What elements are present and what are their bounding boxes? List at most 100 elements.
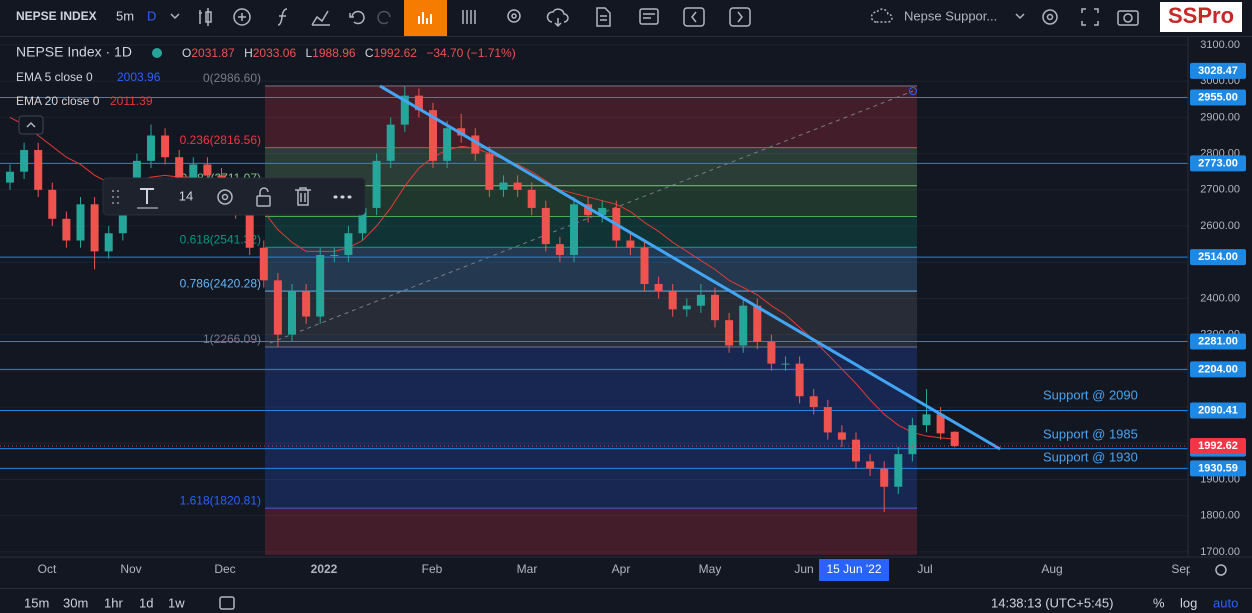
candle-body: [77, 204, 85, 240]
annotation: Support @ 1985: [1043, 426, 1138, 441]
collapse-button[interactable]: [19, 116, 43, 134]
fib-label: 1.618(1820.81): [180, 493, 261, 507]
symbol[interactable]: NEPSE INDEX: [16, 9, 97, 23]
range-button[interactable]: 1w: [168, 595, 185, 610]
logo: SSPro: [1168, 3, 1234, 28]
interval-active[interactable]: D: [147, 8, 156, 23]
candle-body: [782, 364, 790, 365]
candle-body: [951, 432, 959, 446]
indicator-name[interactable]: EMA 20 close 0: [16, 94, 100, 108]
layout-name[interactable]: Nepse Suppor...: [904, 8, 997, 23]
candle-body: [542, 208, 550, 244]
axis-corner: [1190, 558, 1252, 586]
x-tick-label: Dec: [214, 562, 235, 576]
candle-body: [641, 248, 649, 284]
candle-body: [852, 440, 860, 462]
range-button[interactable]: 1hr: [104, 595, 123, 610]
price-badge-label: 2090.41: [1198, 404, 1238, 416]
x-tick-label: Jun: [794, 562, 813, 576]
candle-body: [274, 280, 282, 334]
x-tick-label: Aug: [1041, 562, 1062, 576]
font-size[interactable]: 14: [179, 188, 193, 203]
y-tick-label: 3100.00: [1200, 39, 1240, 51]
x-tick-label: Mar: [517, 562, 538, 576]
x-tick-label: 2022: [311, 562, 338, 576]
candle-body: [908, 425, 916, 454]
fib-zone: [265, 347, 917, 508]
price-badge-label: 2514.00: [1198, 251, 1238, 263]
x-tick-label: Sep: [1171, 562, 1193, 576]
active-tool-button[interactable]: [404, 0, 447, 36]
x-tick-label: May: [699, 562, 722, 576]
candle-body: [161, 135, 169, 157]
candle-body: [810, 396, 818, 407]
candle-body: [330, 255, 338, 256]
indicator-value: 2003.96: [117, 70, 161, 84]
candle-body: [739, 306, 747, 346]
y-tick-label: 2900.00: [1200, 111, 1240, 123]
candle-body: [669, 291, 677, 309]
x-tick-label: Jul: [917, 562, 932, 576]
candle-body: [838, 432, 846, 439]
change: −34.70 (−1.71%): [426, 46, 515, 60]
candle-body: [711, 295, 719, 320]
price-badge-label: 2955.00: [1198, 91, 1238, 103]
ohlc-legend: O2031.87 H2033.06 L1988.96 C1992.62 −34.…: [182, 46, 516, 60]
clock: 14:38:13 (UTC+5:45): [991, 595, 1113, 610]
interval[interactable]: 5m: [116, 8, 134, 23]
ohlc-prefix: O: [182, 46, 191, 60]
ohlc-prefix: C: [365, 46, 374, 60]
ohlc-prefix: H: [244, 46, 253, 60]
annotation: Support @ 1930: [1043, 449, 1138, 464]
range-button[interactable]: 1d: [139, 595, 153, 610]
range-button[interactable]: 15m: [24, 595, 49, 610]
candle-body: [485, 154, 493, 190]
ohlc-value: 1992.62: [374, 46, 418, 60]
last-price-label: 1992.62: [1198, 440, 1238, 452]
fib-label: 0.786(2420.28): [180, 276, 261, 290]
percent-toggle[interactable]: %: [1153, 595, 1165, 610]
toolbar-bg: [0, 0, 1252, 36]
candle-body: [824, 407, 832, 432]
candle-body: [288, 291, 296, 334]
range-button[interactable]: 30m: [63, 595, 88, 610]
candle-body: [866, 461, 874, 468]
annotation: Support @ 2090: [1043, 387, 1138, 402]
candle-body: [147, 135, 155, 160]
candle-body: [753, 306, 761, 342]
candle-body: [556, 244, 564, 255]
price-badge-label: 2281.00: [1198, 335, 1238, 347]
candle-body: [260, 248, 268, 281]
candle-body: [725, 320, 733, 345]
candle-body: [91, 204, 99, 251]
x-tick-label: Nov: [120, 562, 141, 576]
candle-body: [20, 150, 28, 172]
candle-body: [796, 364, 804, 397]
candle-body: [528, 190, 536, 208]
candle-body: [34, 150, 42, 190]
y-tick-label: 2400.00: [1200, 292, 1240, 304]
candle-body: [697, 295, 705, 306]
fib-label: 0(2986.60): [203, 71, 261, 85]
candle-body: [923, 414, 931, 425]
y-tick-label: 1800.00: [1200, 510, 1240, 522]
candle-body: [246, 212, 254, 248]
indicator-name[interactable]: EMA 5 close 0: [16, 70, 93, 84]
auto-toggle[interactable]: auto: [1213, 595, 1238, 610]
price-badge-label: 1930.59: [1198, 462, 1238, 474]
log-toggle[interactable]: log: [1180, 595, 1197, 610]
candle-body: [344, 233, 352, 255]
drawing-toolbar-bg: [103, 178, 365, 215]
candle-body: [894, 454, 902, 487]
candle-body: [655, 284, 663, 291]
price-badge-label: 2773.00: [1198, 157, 1238, 169]
candle-body: [105, 233, 113, 251]
candle-body: [443, 128, 451, 161]
candle-body: [880, 469, 888, 487]
ohlc-value: 1988.96: [312, 46, 356, 60]
chart-title: NEPSE Index · 1D: [16, 44, 132, 60]
fib-zone: [265, 86, 917, 148]
candle-body: [387, 125, 395, 161]
y-tick-label: 1700.00: [1200, 546, 1240, 558]
